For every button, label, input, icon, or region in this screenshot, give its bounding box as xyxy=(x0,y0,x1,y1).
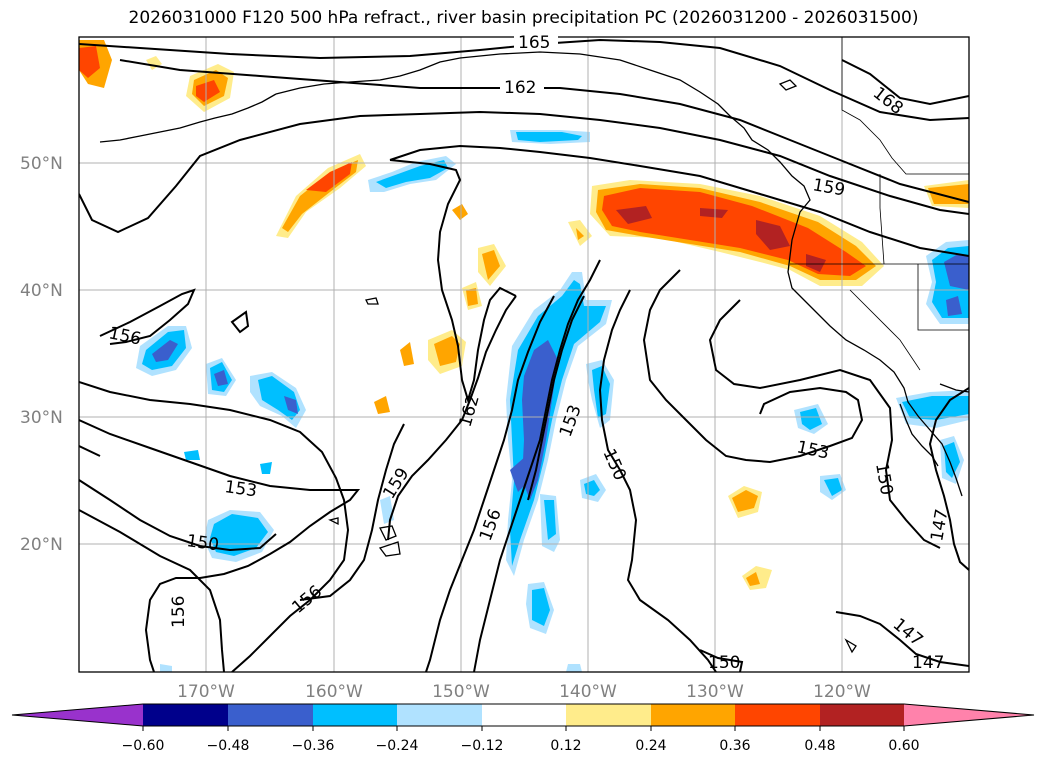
colorbar-tick-label: −0.36 xyxy=(292,738,335,754)
contour-150-se xyxy=(708,299,941,549)
contour-150-south xyxy=(699,649,744,672)
colorbar-segment xyxy=(228,704,313,726)
colorbar-segment xyxy=(397,704,482,726)
lat-label-50n: 50°N xyxy=(20,154,63,174)
longitude-labels: 170°W 160°W 150°W 140°W 130°W 120°W xyxy=(177,682,871,702)
lon-label-120w: 120°W xyxy=(813,682,871,702)
colorbar-tick-label: 0.12 xyxy=(550,738,581,754)
contour-150-west xyxy=(79,479,277,552)
lon-label-160w: 160°W xyxy=(305,682,363,702)
contour-153-sw xyxy=(79,509,225,672)
lat-label-20n: 20°N xyxy=(20,535,63,555)
colorbar-ticks xyxy=(142,726,905,731)
lat-label-30n: 30°N xyxy=(20,408,63,428)
contour-159-west xyxy=(79,445,101,457)
colorbar-tick-label: 0.24 xyxy=(635,738,666,754)
colorbar-tick-label: −0.60 xyxy=(122,738,165,754)
colorbar-tick-label: 0.60 xyxy=(888,738,919,754)
contour-162-north xyxy=(119,59,969,203)
colorbar-tick-label: −0.48 xyxy=(207,738,250,754)
contour-165 xyxy=(79,38,969,122)
contour-156-label-arc xyxy=(99,288,196,345)
contour-147-east xyxy=(928,387,969,571)
contour-small-loop xyxy=(230,310,250,334)
contour-153-trough xyxy=(473,259,601,672)
contour-153-west xyxy=(79,419,361,672)
contour-147-south xyxy=(835,611,969,667)
lat-label-40n: 40°N xyxy=(20,281,63,301)
colorbar-segment xyxy=(482,704,566,726)
contour-label: 153 xyxy=(223,477,258,501)
colorbar-extend-high xyxy=(904,704,1034,726)
lon-label-130w: 130°W xyxy=(686,682,744,702)
colorbar-segment xyxy=(566,704,651,726)
colorbar-segment xyxy=(143,704,228,726)
contour-162-trough xyxy=(389,159,517,404)
contour-168 xyxy=(841,59,969,106)
contour-label: 162 xyxy=(504,78,536,98)
contour-150-east xyxy=(598,289,717,672)
lon-label-150w: 150°W xyxy=(432,682,490,702)
map-panel xyxy=(79,37,969,672)
colorbar-tick-label: −0.24 xyxy=(376,738,419,754)
contour-label: 150 xyxy=(708,653,740,673)
colorbar-extend-low xyxy=(12,704,143,726)
lon-label-140w: 140°W xyxy=(559,682,617,702)
colorbar-segment xyxy=(735,704,820,726)
geopotential-contours xyxy=(79,38,969,672)
latitude-labels: 50°N 40°N 30°N 20°N xyxy=(20,154,63,555)
contour-inner-trough xyxy=(527,295,585,501)
colorbar-tick-label: 0.48 xyxy=(804,738,835,754)
lon-label-170w: 170°W xyxy=(177,682,235,702)
contour-162-loop xyxy=(389,144,969,257)
contour-label: 156 xyxy=(169,596,189,628)
colorbar: −0.60 −0.48 −0.36 −0.24 −0.12 0.12 0.24 … xyxy=(11,703,1035,754)
contour-label: 165 xyxy=(518,33,550,53)
map-title: 2026031000 F120 500 hPa refract., river … xyxy=(128,8,919,28)
contour-159-sw xyxy=(299,423,405,601)
colorbar-tick-label: 0.36 xyxy=(719,738,750,754)
contour-153-east xyxy=(642,269,864,464)
contour-label: 150 xyxy=(185,531,220,555)
contour-label: 147 xyxy=(912,653,944,673)
contour-159-north xyxy=(79,110,969,234)
colorbar-segment xyxy=(651,704,735,726)
contour-159-trough xyxy=(387,295,517,541)
colorbar-tick-label: −0.12 xyxy=(461,738,504,754)
graticule xyxy=(79,37,969,672)
contour-156-trough xyxy=(425,295,555,672)
colorbar-segment xyxy=(820,704,904,726)
colorbar-segment xyxy=(313,704,397,726)
